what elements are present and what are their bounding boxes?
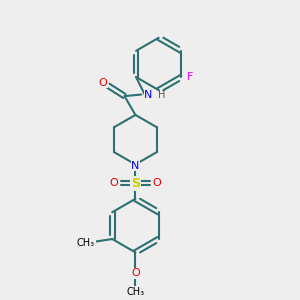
Text: O: O <box>110 178 118 188</box>
Text: CH₃: CH₃ <box>126 287 145 297</box>
Text: CH₃: CH₃ <box>77 238 95 248</box>
Text: O: O <box>99 78 107 88</box>
Text: F: F <box>187 72 194 82</box>
Text: N: N <box>131 161 140 171</box>
Text: O: O <box>152 178 161 188</box>
Text: S: S <box>131 177 140 190</box>
Text: O: O <box>131 268 140 278</box>
Text: H: H <box>158 89 165 100</box>
Text: N: N <box>144 89 152 100</box>
